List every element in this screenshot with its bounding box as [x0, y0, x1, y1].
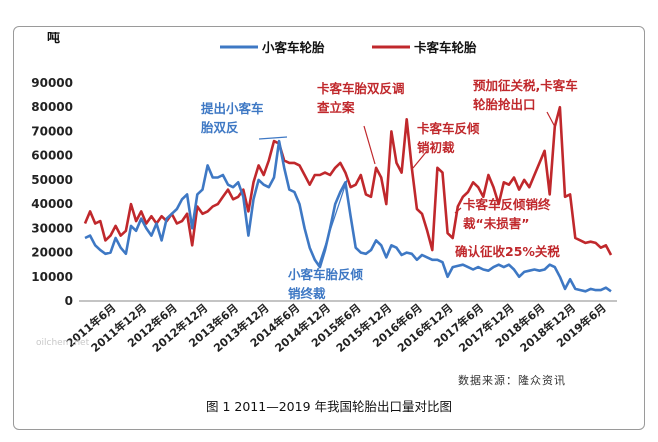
data-source-note: 数据来源：隆众资讯: [458, 374, 566, 387]
y-tick-label: 60000: [31, 149, 73, 163]
line-chart: 吨 0 10000 20000 30000 40000 50000 60000 70000 800…: [31, 32, 617, 355]
annotation-pointer: [363, 125, 376, 165]
series-line: [83, 105, 613, 256]
watermark-logo: oilchem.net: [36, 338, 90, 348]
y-tick-label: 40000: [31, 197, 73, 211]
y-tick-label: 10000: [31, 270, 73, 284]
annotation-label: 卡客车胎双反调: [317, 81, 405, 96]
annotation-pointer: [318, 179, 348, 265]
y-tick-label: 50000: [31, 173, 73, 187]
annotation-pointer: [258, 136, 288, 140]
y-tick-label: 30000: [31, 221, 73, 235]
y-tick-label: 20000: [31, 246, 73, 260]
annotation-label: 卡客车反倾: [417, 121, 480, 136]
annotation-label: 提出小客车: [201, 101, 264, 116]
annotation-pointer: [454, 207, 462, 214]
annotation-label: 查立案: [316, 100, 355, 115]
annotation-label: 卡客车反倾销终: [463, 197, 551, 212]
chart-area: 吨 0 10000 20000 30000 40000 50000 60000 70000 800…: [27, 32, 632, 362]
y-tick-label: 0: [65, 294, 73, 308]
annotation-label: 销初裁: [417, 140, 455, 155]
annotation-pointer: [412, 150, 428, 169]
annotation-label: 确认征收25%关税: [455, 244, 560, 259]
figure-caption: 图 1 2011—2019 年我国轮胎出口量对比图: [206, 399, 452, 414]
annotation-label: 预加征关税,卡客车: [473, 78, 578, 93]
y-axis-unit-label: 吨: [47, 32, 60, 46]
y-tick-label: 90000: [31, 76, 73, 90]
annotation-label: 销终裁: [288, 286, 326, 301]
series-line: [84, 139, 612, 293]
annotation-label: 裁“未损害”: [463, 216, 529, 231]
annotation-pointer: [546, 111, 556, 128]
legend-label: 卡客车轮胎: [414, 40, 477, 55]
annotation-label: 胎双反: [201, 120, 239, 135]
y-tick-label: 80000: [31, 100, 73, 114]
annotation-label: 小客车胎反倾: [287, 267, 364, 282]
y-tick-label: 70000: [31, 124, 73, 138]
legend-label: 小客车轮胎: [261, 40, 325, 55]
annotation-label: 轮胎抢出口: [473, 97, 536, 112]
